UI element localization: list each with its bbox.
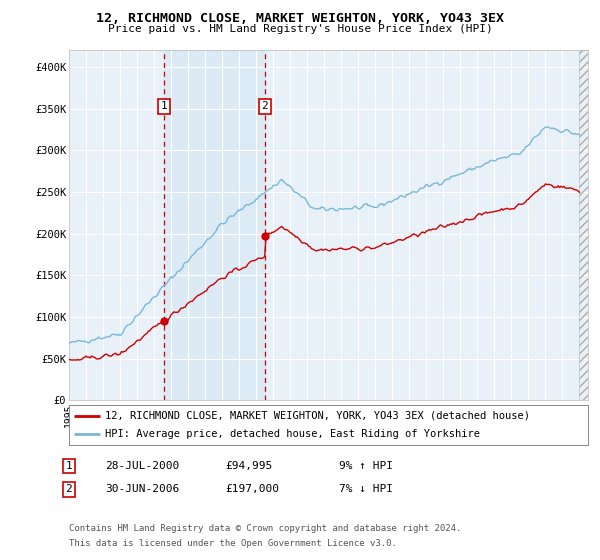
Text: This data is licensed under the Open Government Licence v3.0.: This data is licensed under the Open Gov… (69, 539, 397, 548)
Text: Price paid vs. HM Land Registry's House Price Index (HPI): Price paid vs. HM Land Registry's House … (107, 24, 493, 34)
Text: 7% ↓ HPI: 7% ↓ HPI (339, 484, 393, 494)
Bar (164, 50, 265, 400)
Text: 28-JUL-2000: 28-JUL-2000 (105, 461, 179, 471)
Text: HPI: Average price, detached house, East Riding of Yorkshire: HPI: Average price, detached house, East… (106, 430, 481, 439)
Text: 12, RICHMOND CLOSE, MARKET WEIGHTON, YORK, YO43 3EX (detached house): 12, RICHMOND CLOSE, MARKET WEIGHTON, YOR… (106, 411, 530, 421)
Text: 9% ↑ HPI: 9% ↑ HPI (339, 461, 393, 471)
Text: 2: 2 (262, 101, 268, 111)
Text: £94,995: £94,995 (225, 461, 272, 471)
Text: £197,000: £197,000 (225, 484, 279, 494)
Text: 1: 1 (160, 101, 167, 111)
Text: 12, RICHMOND CLOSE, MARKET WEIGHTON, YORK, YO43 3EX: 12, RICHMOND CLOSE, MARKET WEIGHTON, YOR… (96, 12, 504, 25)
Text: 1: 1 (65, 461, 73, 471)
Text: Contains HM Land Registry data © Crown copyright and database right 2024.: Contains HM Land Registry data © Crown c… (69, 524, 461, 533)
Text: 30-JUN-2006: 30-JUN-2006 (105, 484, 179, 494)
Text: 2: 2 (65, 484, 73, 494)
